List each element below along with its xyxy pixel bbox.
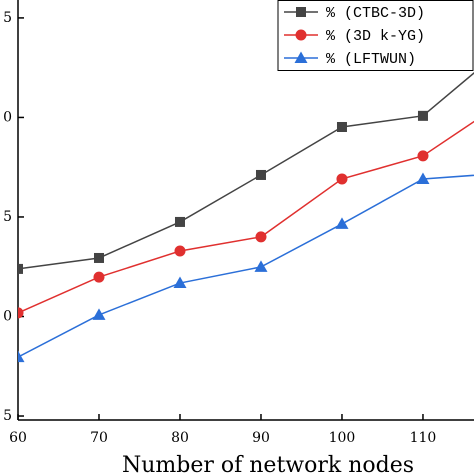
plot-area <box>18 71 474 363</box>
series-line <box>18 174 474 358</box>
series-line <box>18 120 474 314</box>
x-tick-label: 100 <box>329 430 356 446</box>
legend: % (CTBC-3D) % (3D k-YG) % (LFTWUN) <box>277 0 474 71</box>
y-tick-label: 0 <box>3 308 12 324</box>
marker <box>254 260 268 272</box>
y-tick-label: 0 <box>3 109 12 125</box>
marker <box>93 252 104 263</box>
marker <box>336 173 348 185</box>
marker <box>417 150 429 162</box>
x-tick-label: 90 <box>252 430 270 446</box>
marker <box>18 263 23 274</box>
legend-label: % (CTBC-3D) <box>326 5 425 22</box>
y-tick-label: 5 <box>3 10 12 26</box>
series-line <box>18 71 474 270</box>
marker <box>255 231 267 243</box>
marker <box>93 271 105 283</box>
marker <box>18 307 24 319</box>
marker <box>173 276 187 289</box>
legend-label: % (3D k-YG) <box>326 28 425 45</box>
marker <box>18 350 25 363</box>
marker <box>294 51 308 63</box>
marker <box>295 29 307 41</box>
marker <box>174 245 186 257</box>
x-axis-label: Number of network nodes <box>122 453 414 474</box>
marker <box>416 172 430 184</box>
marker <box>335 217 349 229</box>
marker <box>255 169 266 180</box>
marker <box>417 110 428 121</box>
x-tick-label: 60 <box>9 430 27 446</box>
x-tick-label: 70 <box>90 430 108 446</box>
marker <box>92 308 106 320</box>
legend-label: % (LFTWUN) <box>326 51 416 68</box>
y-tick-label: 5 <box>3 209 12 225</box>
marker <box>336 121 347 132</box>
marker <box>174 216 185 227</box>
x-tick-label: 80 <box>171 430 189 446</box>
marker <box>296 7 306 17</box>
y-tick-label: 5 <box>3 408 12 424</box>
x-tick-label: 110 <box>410 430 437 446</box>
